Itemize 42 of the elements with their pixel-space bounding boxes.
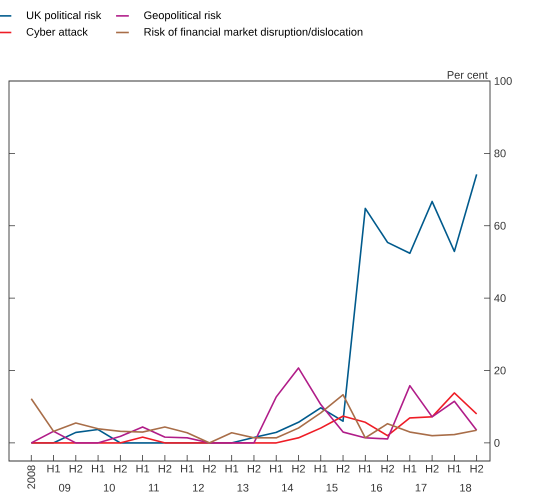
- x-tick-label: H1: [181, 464, 194, 472]
- x-tick-label: H1: [270, 464, 283, 472]
- legend-label: Risk of financial market disruption/dislocation: [144, 28, 362, 38]
- x-tick-label: H2: [470, 464, 484, 473]
- text: 09: [58, 484, 70, 492]
- x-tick-label: H1: [359, 464, 372, 472]
- y-axis-title: Per cent: [448, 71, 488, 79]
- x-tick-label: H1: [47, 464, 60, 472]
- legend-label: Cyber attack: [26, 28, 88, 38]
- text: 16: [371, 484, 382, 492]
- legend-label: UK political risk: [26, 11, 102, 22]
- text: 11: [148, 484, 159, 492]
- x-tick-label: H1: [314, 464, 328, 472]
- y-tick-label: 20: [494, 366, 506, 374]
- x-tick-label: H2: [248, 464, 260, 473]
- text: 14: [282, 484, 294, 492]
- x-tick-label: H2: [203, 464, 216, 473]
- legend-label: Geopolitical risk: [144, 11, 222, 22]
- text: 15: [326, 484, 338, 492]
- text: 12: [193, 484, 204, 492]
- x-tick-label: H1: [448, 464, 461, 472]
- x-tick-label: H1: [226, 464, 238, 472]
- text: 10: [104, 484, 115, 492]
- x-tick-label: H2: [381, 464, 394, 473]
- x-tick-label: H2: [70, 464, 82, 473]
- x-tick-label: H2: [158, 464, 172, 473]
- text: 13: [238, 484, 248, 492]
- x-tick-label: H1: [136, 464, 150, 472]
- text: 17: [416, 484, 427, 492]
- text: 18: [460, 484, 472, 492]
- x-tick-label: H2: [426, 464, 439, 473]
- x-tick-label: 2008: [27, 465, 36, 489]
- x-tick-label: H2: [336, 464, 350, 473]
- y-tick-label: 0: [494, 439, 500, 447]
- x-tick-label: H1: [92, 464, 105, 472]
- x-tick-label: H1: [404, 464, 416, 472]
- y-tick-label: 100: [494, 77, 512, 85]
- y-tick-label: 60: [494, 222, 506, 230]
- x-tick-label: H2: [292, 464, 305, 473]
- y-tick-label: 80: [494, 149, 506, 158]
- y-tick-label: 40: [494, 294, 506, 302]
- x-tick-label: H2: [114, 464, 127, 473]
